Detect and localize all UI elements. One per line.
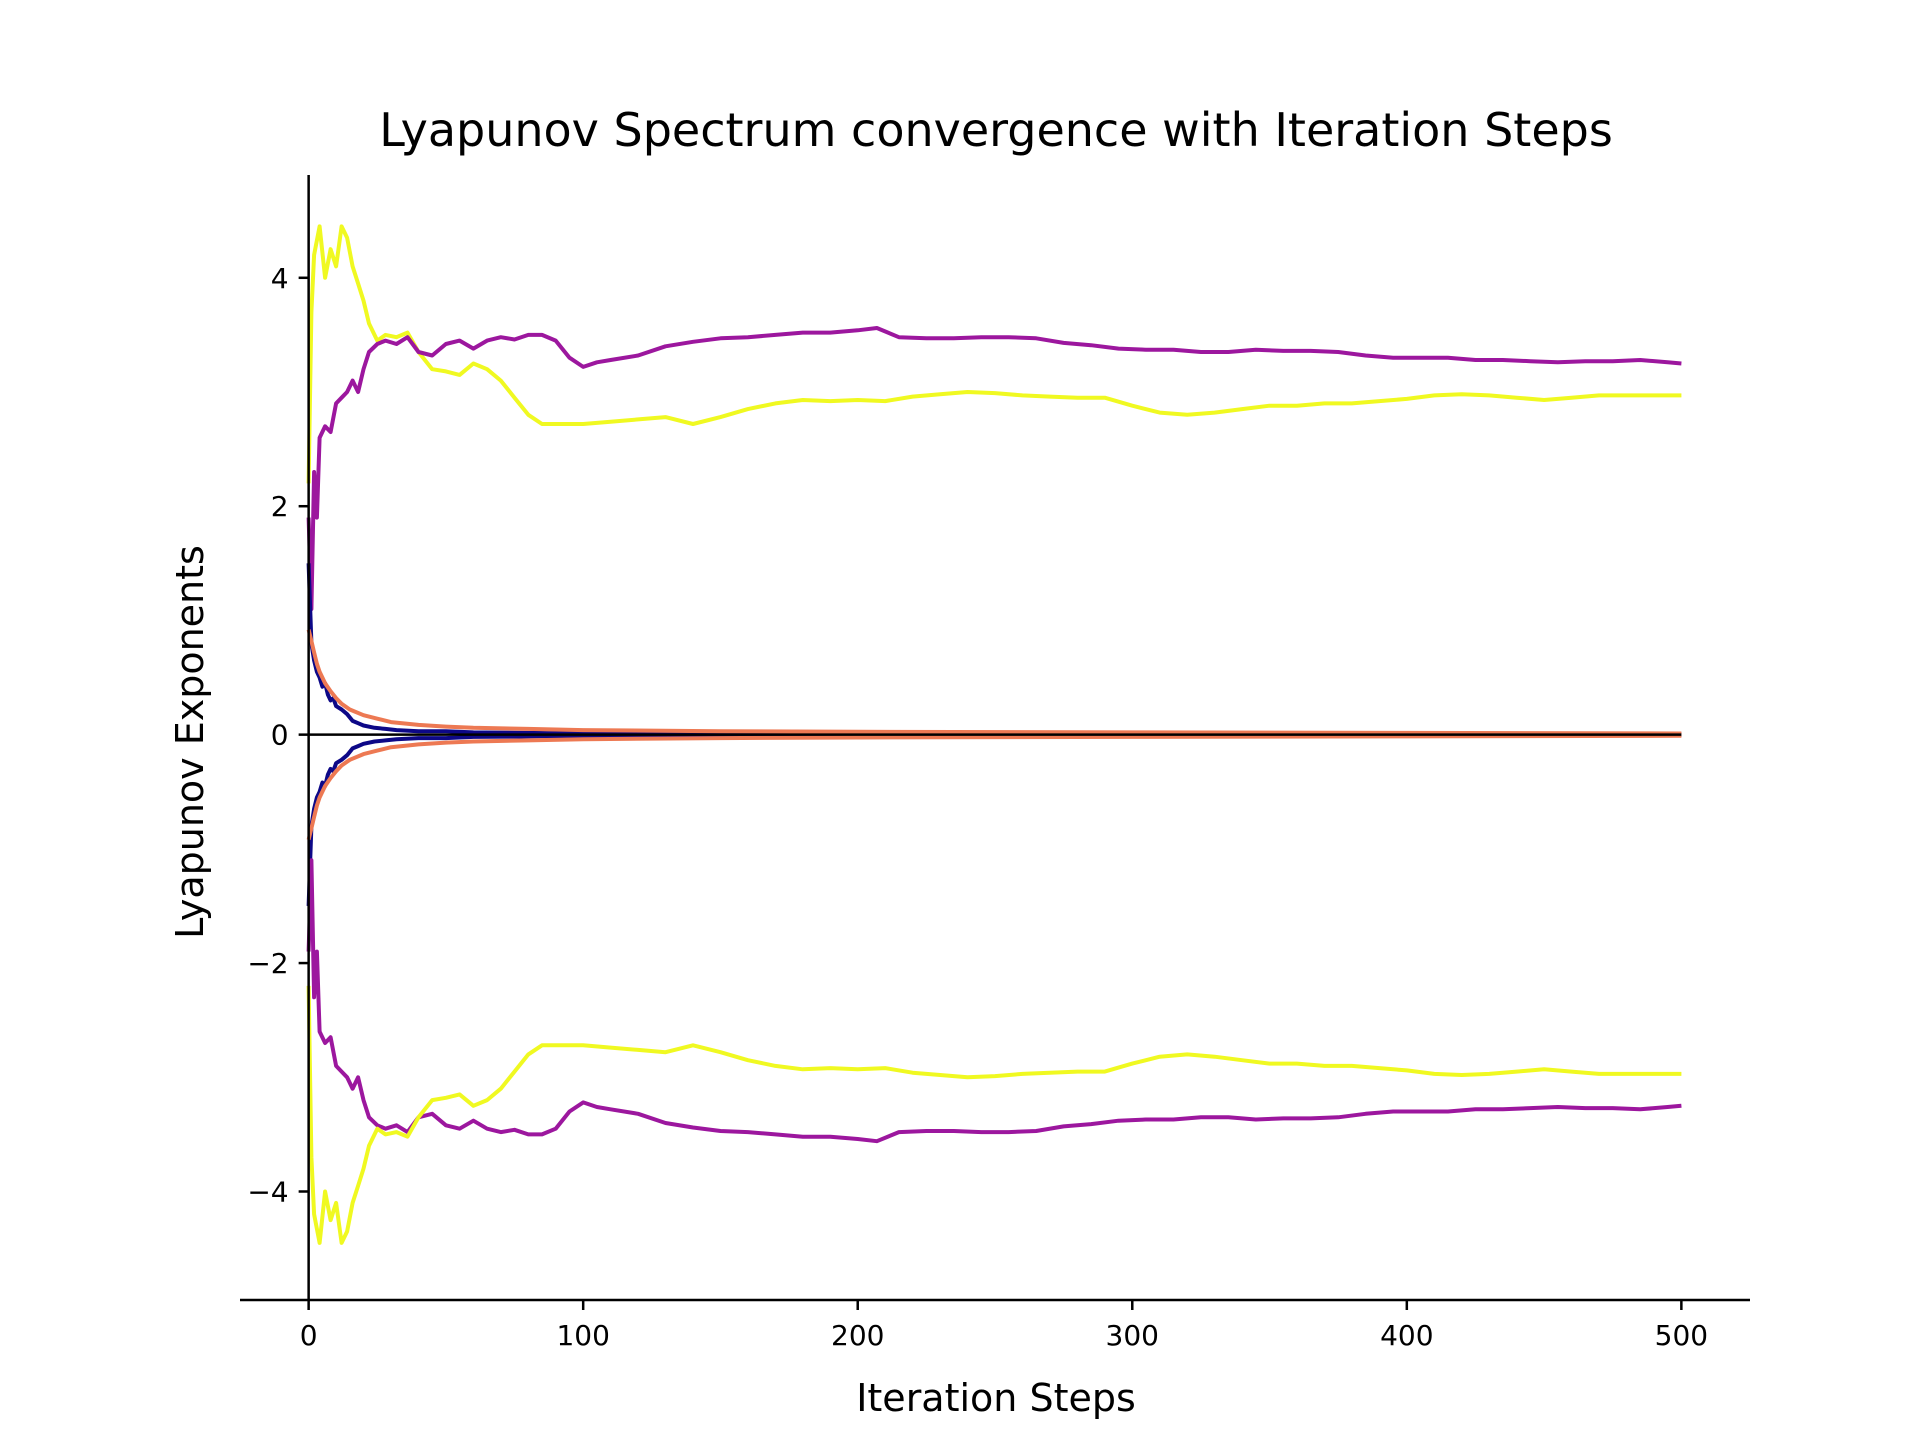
series-line-5 <box>306 629 1682 736</box>
x-tick-label: 100 <box>556 1319 609 1352</box>
y-tick-label: −4 <box>247 1175 288 1208</box>
y-tick-label: −2 <box>247 947 288 980</box>
x-tick-label: 300 <box>1106 1319 1159 1352</box>
x-tick-label: 400 <box>1380 1319 1433 1352</box>
x-tick-label: 200 <box>831 1319 884 1352</box>
y-tick-label: 0 <box>271 719 289 752</box>
series-layer <box>306 224 1682 1245</box>
y-tick-label: 4 <box>271 262 289 295</box>
series-line-8 <box>306 985 1682 1245</box>
x-axis-label: Iteration Steps <box>856 1376 1136 1420</box>
x-tick-label: 0 <box>300 1319 318 1352</box>
chart-title: Lyapunov Spectrum convergence with Itera… <box>379 103 1613 157</box>
y-tick-label: 2 <box>271 490 289 523</box>
series-line-1 <box>306 224 1682 484</box>
y-axis-label: Lyapunov Exponents <box>168 545 212 939</box>
y-ticks: −4 −2 0 2 4 <box>247 262 309 1208</box>
series-line-6 <box>306 733 1682 841</box>
series-line-7 <box>306 858 1682 1144</box>
series-line-2 <box>306 326 1682 611</box>
x-tick-label: 500 <box>1655 1319 1708 1352</box>
x-ticks: 0 100 200 300 400 500 <box>300 1300 1708 1352</box>
